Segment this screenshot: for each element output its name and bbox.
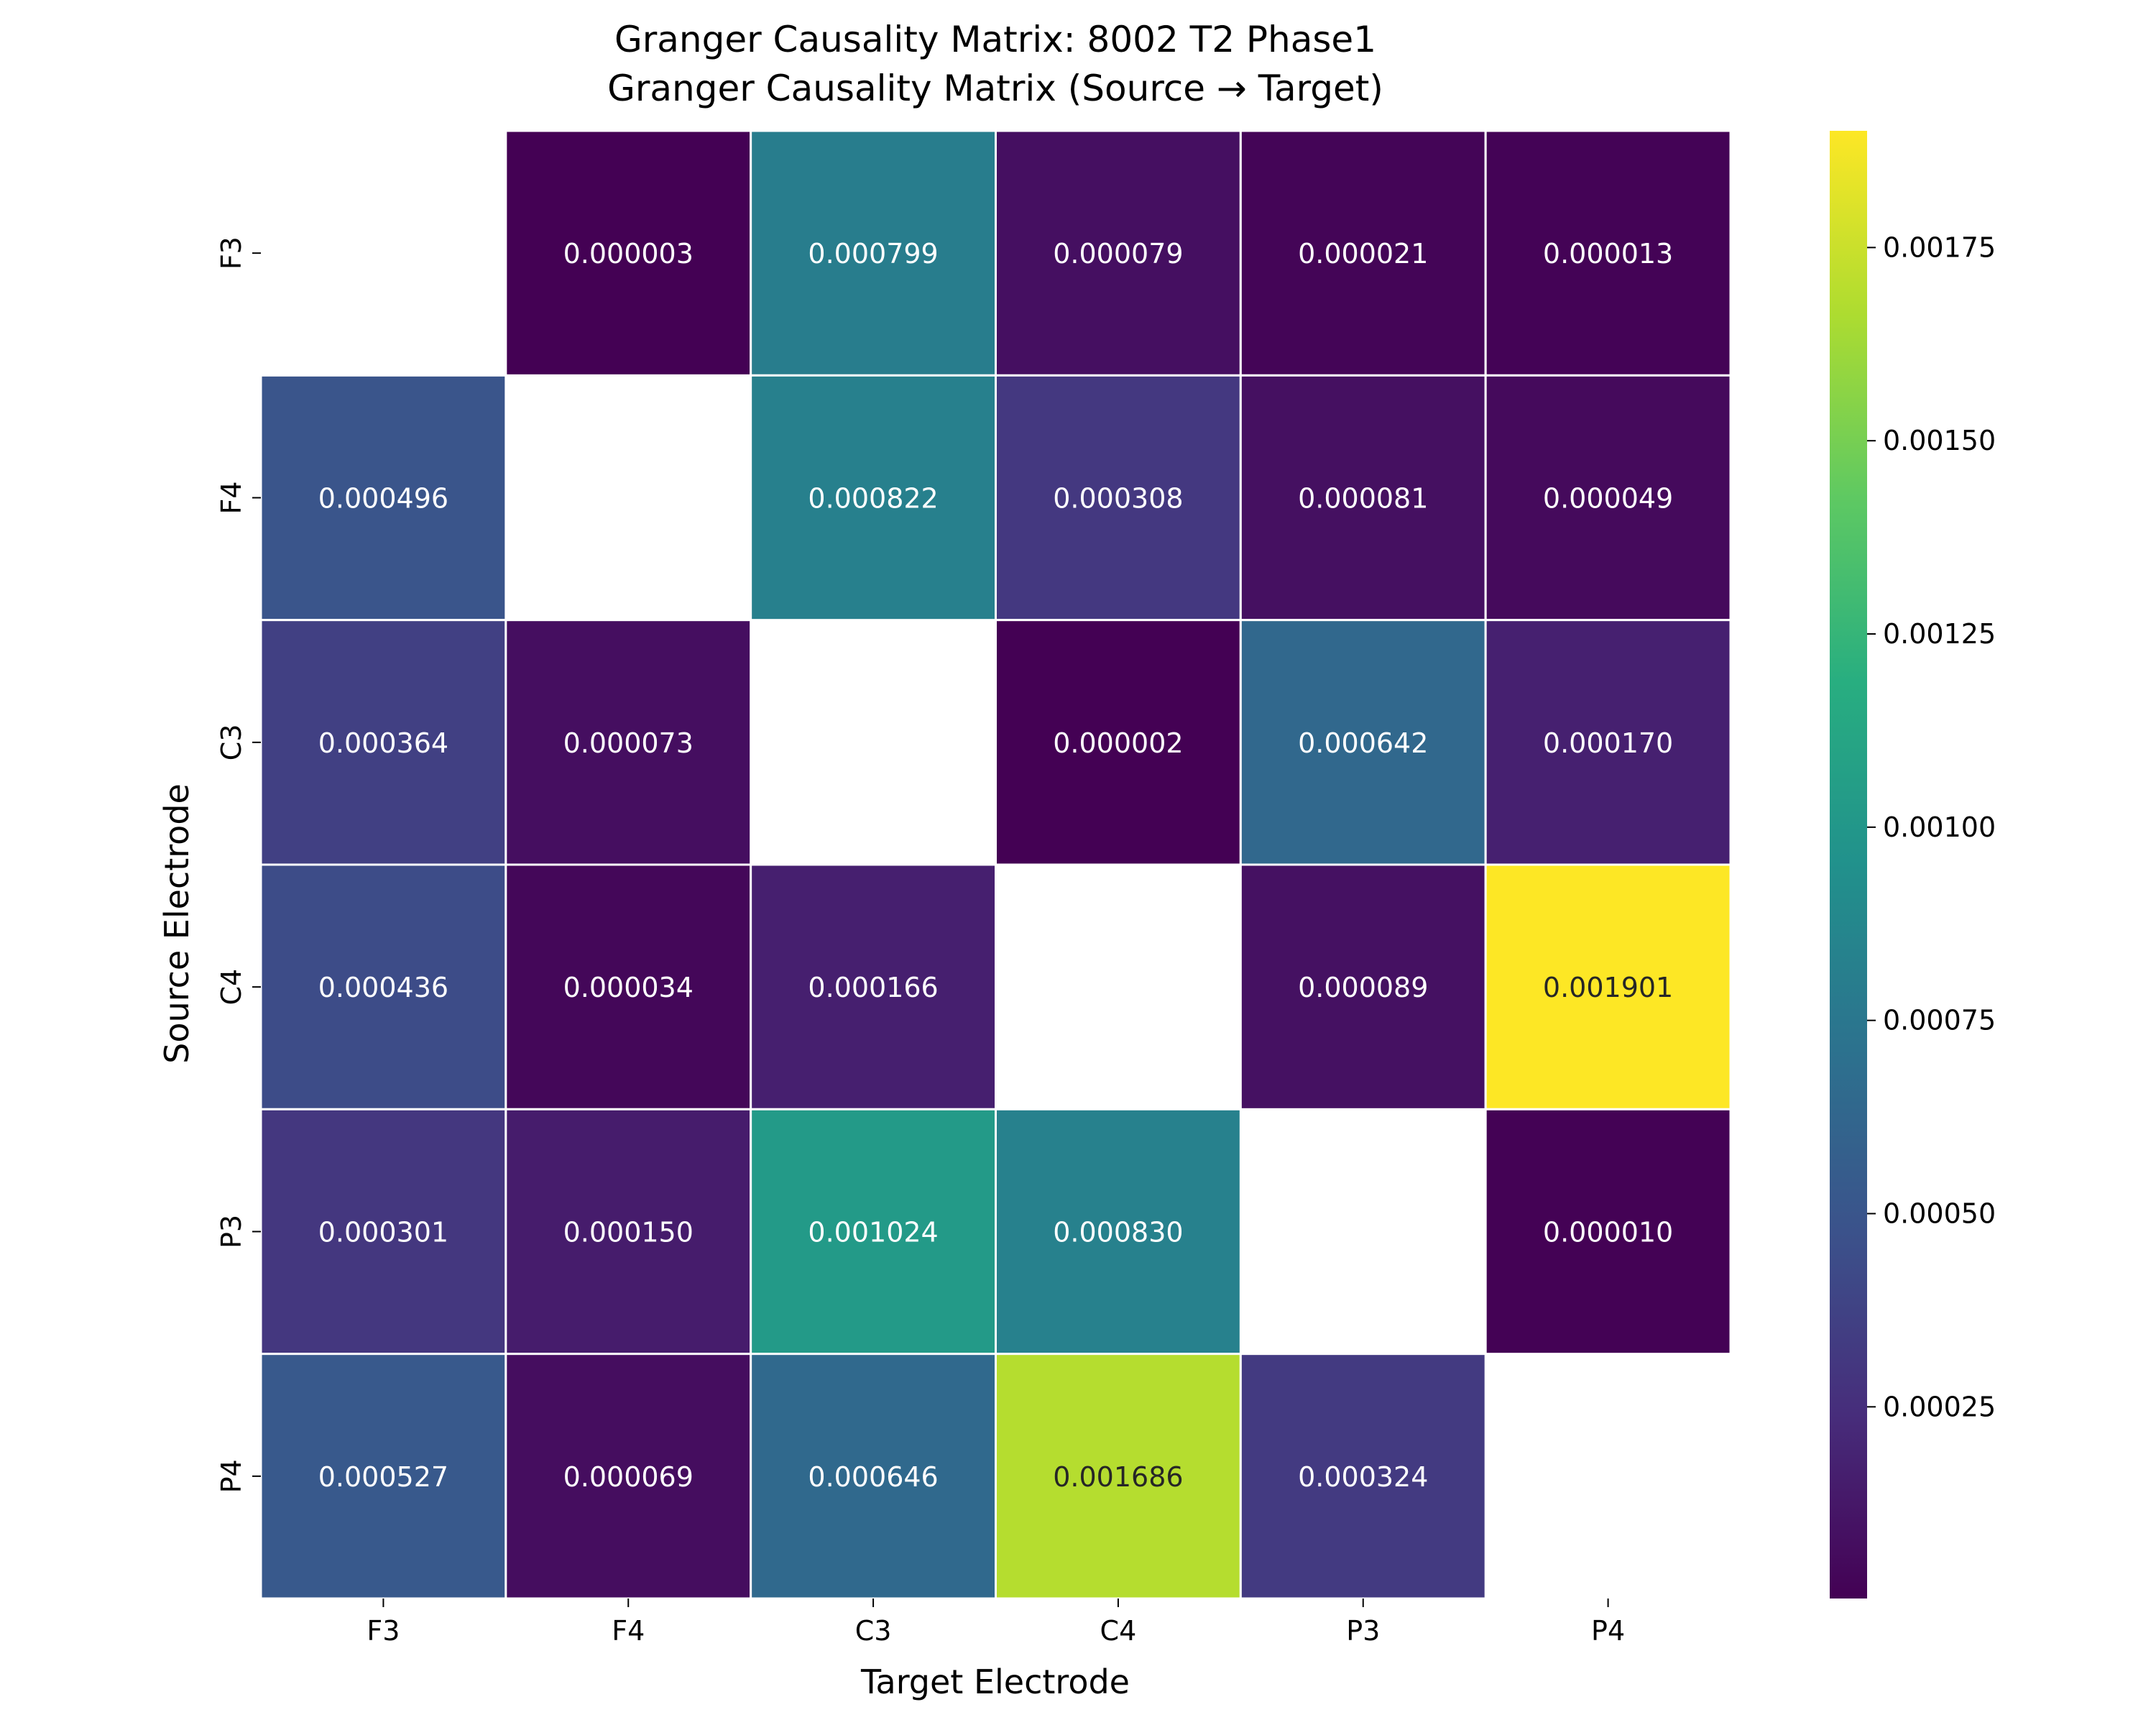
heatmap-cell bbox=[995, 129, 1242, 377]
y-tick-label: P3 bbox=[216, 1215, 247, 1248]
x-tick-label: C3 bbox=[855, 1615, 892, 1647]
heatmap-cell bbox=[1484, 129, 1732, 377]
y-tick-label: C3 bbox=[216, 724, 247, 760]
cell-value-label: 0.000324 bbox=[1298, 1461, 1428, 1493]
heatmap-cell bbox=[995, 1108, 1242, 1356]
colorbar-tick-label: 0.00125 bbox=[1883, 618, 1996, 650]
cell-value-label: 0.000013 bbox=[1543, 238, 1673, 270]
y-tick-label: F4 bbox=[216, 481, 247, 514]
heatmap-cell bbox=[750, 863, 997, 1110]
colorbar-ticks: 0.00025 0.00050 0.00075 0.00100 0.00125 0.001… bbox=[1867, 231, 1996, 1422]
y-tick-label: F3 bbox=[216, 236, 247, 270]
heatmap-cell bbox=[995, 374, 1242, 622]
cell-value-label: 0.000069 bbox=[563, 1461, 694, 1493]
cell-value-label: 0.000799 bbox=[808, 238, 938, 270]
heatmap-cell bbox=[259, 1108, 507, 1356]
heatmap-cell bbox=[505, 1108, 752, 1356]
heatmap-cell bbox=[505, 863, 752, 1110]
cell-value-label: 0.000081 bbox=[1298, 483, 1428, 515]
x-axis-label: Target Electrode bbox=[860, 1662, 1130, 1701]
heatmap-cell bbox=[1239, 619, 1487, 866]
cell-value-label: 0.000642 bbox=[1298, 727, 1428, 759]
cell-value-label: 0.001901 bbox=[1543, 972, 1673, 1003]
heatmap-cell bbox=[1484, 619, 1732, 866]
colorbar-tick-label: 0.00100 bbox=[1883, 811, 1996, 843]
x-tick-label: F4 bbox=[612, 1615, 645, 1647]
cell-value-label: 0.001686 bbox=[1053, 1461, 1183, 1493]
cell-value-label: 0.000308 bbox=[1053, 483, 1183, 515]
cell-value-label: 0.000364 bbox=[318, 727, 448, 759]
x-tick-label: C4 bbox=[1100, 1615, 1137, 1647]
colorbar-tick-label: 0.00175 bbox=[1883, 231, 1996, 263]
heatmap-cell bbox=[1239, 1353, 1487, 1600]
cell-value-label: 0.000150 bbox=[563, 1217, 694, 1248]
heatmap-cell bbox=[750, 374, 997, 622]
x-tick-label: P3 bbox=[1346, 1615, 1380, 1647]
heatmap-cell bbox=[505, 619, 752, 866]
cell-value-label: 0.000034 bbox=[563, 972, 694, 1003]
cell-value-label: 0.000170 bbox=[1543, 727, 1673, 759]
chart-title-line1: Granger Causality Matrix: 8002 T2 Phase1 bbox=[614, 19, 1376, 60]
y-tick-label: C4 bbox=[216, 969, 247, 1006]
colorbar: 0.00025 0.00050 0.00075 0.00100 0.00125 0.001… bbox=[1830, 131, 1996, 1598]
cell-value-label: 0.000166 bbox=[808, 972, 938, 1003]
heatmap-cell bbox=[505, 129, 752, 377]
cell-value-label: 0.000496 bbox=[318, 483, 448, 515]
y-axis-label: Source Electrode bbox=[157, 783, 196, 1064]
cell-value-label: 0.000021 bbox=[1298, 238, 1428, 270]
colorbar-tick-label: 0.00150 bbox=[1883, 425, 1996, 456]
cell-value-label: 0.000436 bbox=[318, 972, 448, 1003]
colorbar-tick-label: 0.00050 bbox=[1883, 1197, 1996, 1229]
heatmap-cell bbox=[1484, 1108, 1732, 1356]
y-tick-label: P4 bbox=[216, 1459, 247, 1493]
cell-value-label: 0.000079 bbox=[1053, 238, 1183, 270]
y-axis-ticks: F3 F4 C3 C4 P3 P4 bbox=[216, 236, 261, 1493]
x-tick-label: P4 bbox=[1591, 1615, 1625, 1647]
heatmap-cell bbox=[1484, 863, 1732, 1110]
heatmap-cell bbox=[1239, 863, 1487, 1110]
cell-value-label: 0.000301 bbox=[318, 1217, 448, 1248]
cell-value-label: 0.000646 bbox=[808, 1461, 938, 1493]
heatmap-cell bbox=[750, 1108, 997, 1356]
cell-value-label: 0.000089 bbox=[1298, 972, 1428, 1003]
colorbar-tick-label: 0.00075 bbox=[1883, 1005, 1996, 1036]
heatmap-cell bbox=[1239, 129, 1487, 377]
colorbar-gradient bbox=[1830, 131, 1867, 1598]
heatmap-cell bbox=[750, 1353, 997, 1600]
heatmap-cell bbox=[505, 1353, 752, 1600]
heatmap-cell bbox=[995, 1353, 1242, 1600]
cell-value-label: 0.000003 bbox=[563, 238, 694, 270]
colorbar-tick-label: 0.00025 bbox=[1883, 1391, 1996, 1422]
heatmap-cell bbox=[750, 129, 997, 377]
x-axis-ticks: F3 F4 C3 C4 P3 P4 bbox=[367, 1598, 1625, 1647]
cell-value-label: 0.000822 bbox=[808, 483, 938, 515]
heatmap-cells: 0.000003 0.000799 0.000079 0.000021 0.000013… bbox=[259, 129, 1732, 1600]
cell-value-label: 0.000002 bbox=[1053, 727, 1183, 759]
cell-value-label: 0.001024 bbox=[808, 1217, 938, 1248]
heatmap-cell bbox=[1484, 374, 1732, 622]
chart-title-line2: Granger Causality Matrix (Source → Targe… bbox=[607, 68, 1383, 109]
cell-value-label: 0.000049 bbox=[1543, 483, 1673, 515]
heatmap-cell bbox=[995, 619, 1242, 866]
heatmap-cell bbox=[259, 374, 507, 622]
cell-value-label: 0.000073 bbox=[563, 727, 694, 759]
x-tick-label: F3 bbox=[367, 1615, 400, 1647]
cell-value-label: 0.000527 bbox=[318, 1461, 448, 1493]
cell-value-label: 0.000830 bbox=[1053, 1217, 1183, 1248]
cell-value-label: 0.000010 bbox=[1543, 1217, 1673, 1248]
